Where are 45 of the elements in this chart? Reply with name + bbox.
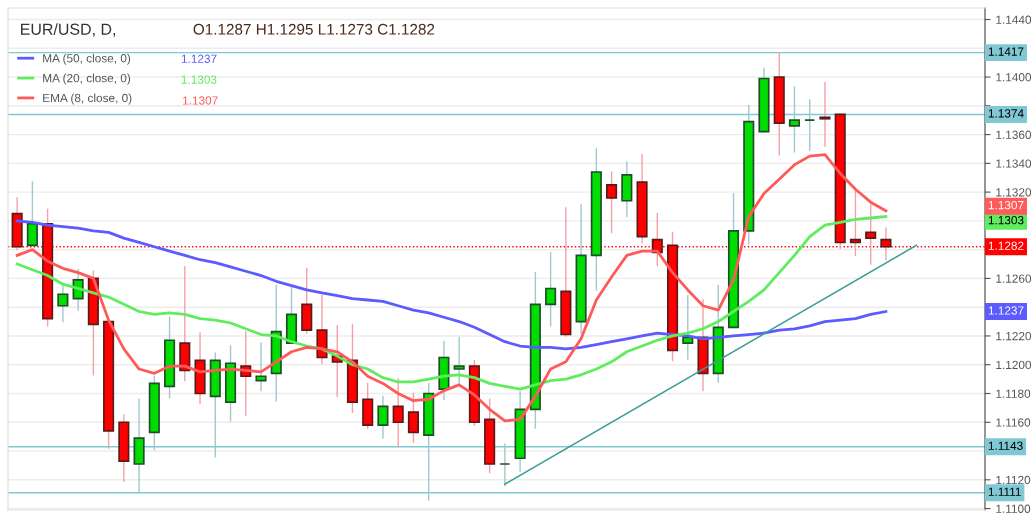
y-tick-label: 1.1440 — [996, 15, 1032, 24]
candlestick — [392, 378, 404, 448]
line-series — [15, 153, 888, 423]
candlestick — [57, 283, 69, 323]
y-tick-label: 1.1220 — [996, 331, 1032, 341]
annotation: 1.1237 — [181, 54, 217, 63]
y-tick-label: 1.1360 — [996, 130, 1032, 139]
candlestick — [682, 294, 694, 360]
y-tick-label: 1.1120 — [996, 475, 1031, 485]
candlestick — [453, 336, 465, 385]
candlestick — [26, 181, 38, 247]
legend-label: MA (50, close, 0) — [43, 53, 131, 65]
text: 1.1307 — [988, 201, 1024, 210]
annotation: 1.1303 — [181, 75, 217, 84]
legend-label: EMA (8, close, 0) — [43, 93, 132, 105]
y-tick-label: 1.1100 — [996, 504, 1031, 513]
candlestick — [804, 99, 816, 152]
y-tick-label: 1.1400 — [996, 73, 1032, 82]
ref-line-label: 1.1417 — [988, 47, 1024, 56]
candlestick — [499, 443, 511, 487]
ref-line-label: 1.1111 — [988, 487, 1021, 496]
text: 1.1303 — [988, 216, 1024, 225]
text: EUR/USD, D, — [21, 23, 116, 37]
candlestick — [849, 188, 862, 257]
y-tick-label: 1.1180 — [996, 389, 1031, 398]
y-tick-label: 1.1160 — [996, 418, 1031, 427]
y-tick-label: 1.1200 — [996, 360, 1032, 370]
ref-line-label: 1.1374 — [988, 109, 1024, 118]
candlestick — [788, 86, 801, 153]
text: 1.1237 — [988, 306, 1024, 315]
candlestick — [407, 392, 419, 444]
candlestick — [545, 251, 557, 327]
text: O1.1287 H1.1295 L1.1273 C1.1282 — [193, 23, 435, 35]
ref-line-label: 1.1143 — [988, 441, 1023, 450]
candlestick — [255, 342, 267, 392]
legend-label: MA (20, close, 0) — [43, 73, 131, 85]
candlestick — [606, 171, 618, 234]
candlestick — [819, 82, 831, 147]
y-tick-label: 1.1260 — [996, 274, 1032, 283]
ref-line-label: 1.1282 — [988, 241, 1024, 250]
line-series — [15, 215, 888, 391]
candlestick — [377, 395, 389, 439]
annotation: 1.1307 — [183, 96, 218, 105]
y-tick-label: 1.1320 — [996, 188, 1032, 197]
y-tick-label: 1.1340 — [996, 159, 1032, 168]
